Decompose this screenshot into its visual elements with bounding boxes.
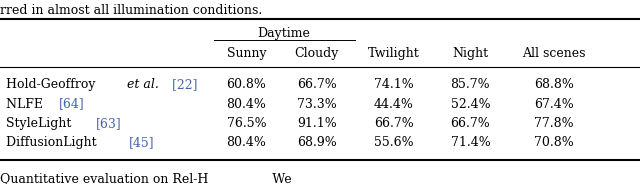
Text: Night: Night [452,47,488,60]
Text: [22]: [22] [168,78,198,91]
Text: StyleLight: StyleLight [6,117,76,130]
Text: 66.7%: 66.7% [374,117,413,130]
Text: 76.5%: 76.5% [227,117,266,130]
Text: Daytime: Daytime [258,27,310,40]
Text: 44.4%: 44.4% [374,98,413,111]
Text: 71.4%: 71.4% [451,136,490,149]
Text: DiffusionLight: DiffusionLight [6,136,101,149]
Text: 52.4%: 52.4% [451,98,490,111]
Text: 80.4%: 80.4% [227,98,266,111]
Text: 60.8%: 60.8% [227,78,266,91]
Text: Cloudy: Cloudy [294,47,339,60]
Text: 80.4%: 80.4% [227,136,266,149]
Text: 67.4%: 67.4% [534,98,573,111]
Text: Twilight: Twilight [368,47,419,60]
Text: 91.1%: 91.1% [297,117,337,130]
Text: [63]: [63] [96,117,122,130]
Text: 73.3%: 73.3% [297,98,337,111]
Text: All scenes: All scenes [522,47,586,60]
Text: 66.7%: 66.7% [451,117,490,130]
Text: NLFE: NLFE [6,98,47,111]
Text: [45]: [45] [129,136,154,149]
Text: 85.7%: 85.7% [451,78,490,91]
Text: Quantitative evaluation on Rel-H                We: Quantitative evaluation on Rel-H We [0,172,292,184]
Text: 55.6%: 55.6% [374,136,413,149]
Text: 68.9%: 68.9% [297,136,337,149]
Text: Sunny: Sunny [227,47,266,60]
Text: 70.8%: 70.8% [534,136,573,149]
Text: et al.: et al. [127,78,159,91]
Text: 74.1%: 74.1% [374,78,413,91]
Text: [64]: [64] [60,98,85,111]
Text: rred in almost all illumination conditions.: rred in almost all illumination conditio… [0,4,262,17]
Text: 68.8%: 68.8% [534,78,573,91]
Text: 77.8%: 77.8% [534,117,573,130]
Text: 66.7%: 66.7% [297,78,337,91]
Text: Hold-Geoffroy: Hold-Geoffroy [6,78,100,91]
